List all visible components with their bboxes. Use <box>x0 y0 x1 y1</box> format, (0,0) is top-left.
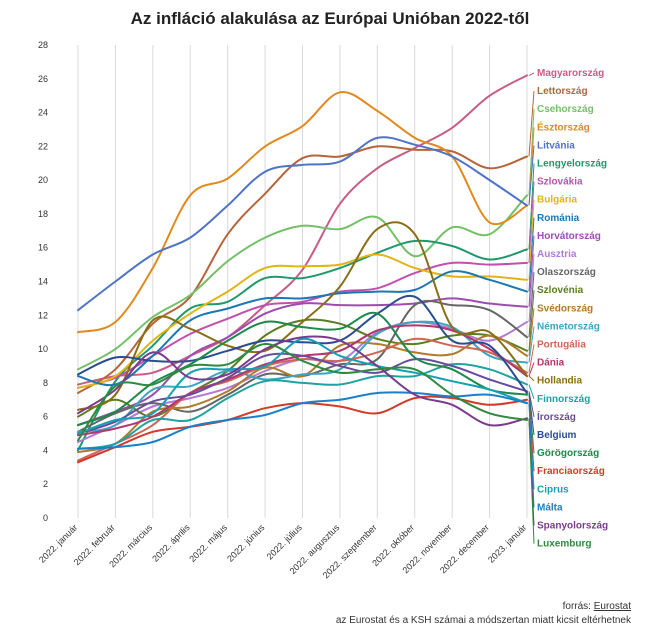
series-label-21: Görögország <box>537 448 599 459</box>
y-tick-label: 12 <box>38 310 48 320</box>
series-label-3: Észtország <box>537 120 590 133</box>
y-tick-label: 14 <box>38 277 48 287</box>
x-tick-label: 2022. július <box>265 522 305 562</box>
source-prefix: forrás: <box>562 601 594 612</box>
series-line-7 <box>77 253 528 389</box>
series-leader-2 <box>528 109 535 196</box>
series-leader-4 <box>528 145 535 206</box>
series-leader-21 <box>528 394 535 454</box>
y-tick-label: 16 <box>38 243 48 253</box>
series-label-23: Ciprus <box>537 484 569 495</box>
series-line-4 <box>77 136 528 312</box>
series-line-9 <box>77 297 528 427</box>
series-label-9: Horvátország <box>537 231 601 242</box>
series-label-15: Portugália <box>537 340 586 351</box>
series-line-13 <box>77 334 528 454</box>
x-tick-label: 2022. június <box>225 522 267 564</box>
series-label-2: Csehország <box>537 104 594 115</box>
gridlines <box>77 45 528 518</box>
series-label-24: Málta <box>537 502 563 513</box>
series-label-0: Magyarország <box>537 68 604 79</box>
series-leader-19 <box>528 391 535 417</box>
y-tick-label: 20 <box>38 175 48 185</box>
series-label-18: Finnország <box>537 394 590 405</box>
series-label-5: Lengyelország <box>537 159 607 170</box>
series-label-14: Németország <box>537 321 600 332</box>
y-tick-label: 10 <box>38 344 48 354</box>
series-line-23 <box>77 337 528 435</box>
y-tick-label: 22 <box>38 141 48 151</box>
series-line-5 <box>77 239 528 452</box>
series-label-22: Franciaország <box>537 466 605 477</box>
source-link[interactable]: Eurostat <box>593 601 631 612</box>
series-leader-10 <box>528 253 535 323</box>
y-tick-label: 6 <box>43 412 48 422</box>
series-label-1: Lettország <box>537 86 588 97</box>
series-label-6: Szlovákia <box>537 177 583 188</box>
series-leader-1 <box>528 91 535 157</box>
series-label-7: Bulgária <box>537 195 577 206</box>
series-line-26 <box>77 342 528 442</box>
series-leader-5 <box>528 163 535 250</box>
series-leader-18 <box>528 384 535 399</box>
series-label-16: Dánia <box>537 358 565 369</box>
series-leader-7 <box>528 199 535 280</box>
series-line-1 <box>77 145 528 394</box>
series-label-12: Szlovénia <box>537 285 584 296</box>
series-label-10: Ausztria <box>537 249 577 260</box>
y-tick-label: 18 <box>38 209 48 219</box>
series-leader-16 <box>528 362 535 377</box>
x-tick-label: 2023. január <box>486 522 528 564</box>
series-line-17 <box>77 221 528 411</box>
series-line-2 <box>77 194 528 371</box>
series-leader-6 <box>528 181 535 263</box>
source-note: az Eurostat és a KSH számai a módszertan… <box>335 615 631 626</box>
x-tick-label: 2022. április <box>150 522 192 564</box>
series-label-17: Hollandia <box>537 376 582 387</box>
series-leader-17 <box>528 375 535 382</box>
series-lines <box>77 74 528 464</box>
series-line-15 <box>77 337 528 462</box>
y-tick-label: 2 <box>43 479 48 489</box>
series-line-20 <box>77 294 528 394</box>
series-leader-11 <box>528 272 535 338</box>
y-tick-label: 4 <box>43 445 48 455</box>
y-tick-label: 24 <box>38 108 48 118</box>
y-tick-label: 26 <box>38 74 48 84</box>
series-label-4: Litvánia <box>537 140 575 151</box>
series-line-25 <box>77 335 528 427</box>
series-label-25: Spanyolország <box>537 521 608 532</box>
series-leader-13 <box>528 308 535 356</box>
source-line: forrás: Eurostat <box>563 601 631 612</box>
series-line-18 <box>77 363 528 450</box>
series-leader-15 <box>528 344 535 373</box>
series-line-19 <box>77 352 528 435</box>
series-line-0 <box>77 74 528 386</box>
y-tick-label: 0 <box>43 513 48 523</box>
series-label-26: Luxemburg <box>537 539 591 550</box>
series-label-20: Belgium <box>537 430 577 441</box>
series-leader-8 <box>528 217 535 292</box>
series-leader-24 <box>528 403 535 508</box>
y-tick-label: 8 <box>43 378 48 388</box>
chart-title: Az infláció alakulása az Európai Unióban… <box>131 9 530 28</box>
series-leader-9 <box>528 235 535 307</box>
series-leader-12 <box>528 290 535 351</box>
series-line-21 <box>77 311 528 427</box>
series-label-11: Olaszország <box>537 267 596 278</box>
series-line-24 <box>77 391 528 450</box>
series-label-19: Írország <box>537 410 576 423</box>
series-line-8 <box>77 270 528 387</box>
series-leader-26 <box>528 420 535 544</box>
x-tick-label: 2022. május <box>187 522 229 564</box>
series-labels: Magyarország Lettország Csehország Észtorsz… <box>528 68 608 550</box>
y-tick-label: 28 <box>38 40 48 50</box>
series-leader-14 <box>528 326 535 363</box>
series-label-8: Románia <box>537 213 580 224</box>
series-label-13: Svédország <box>537 303 593 314</box>
series-leader-0 <box>528 72 535 76</box>
